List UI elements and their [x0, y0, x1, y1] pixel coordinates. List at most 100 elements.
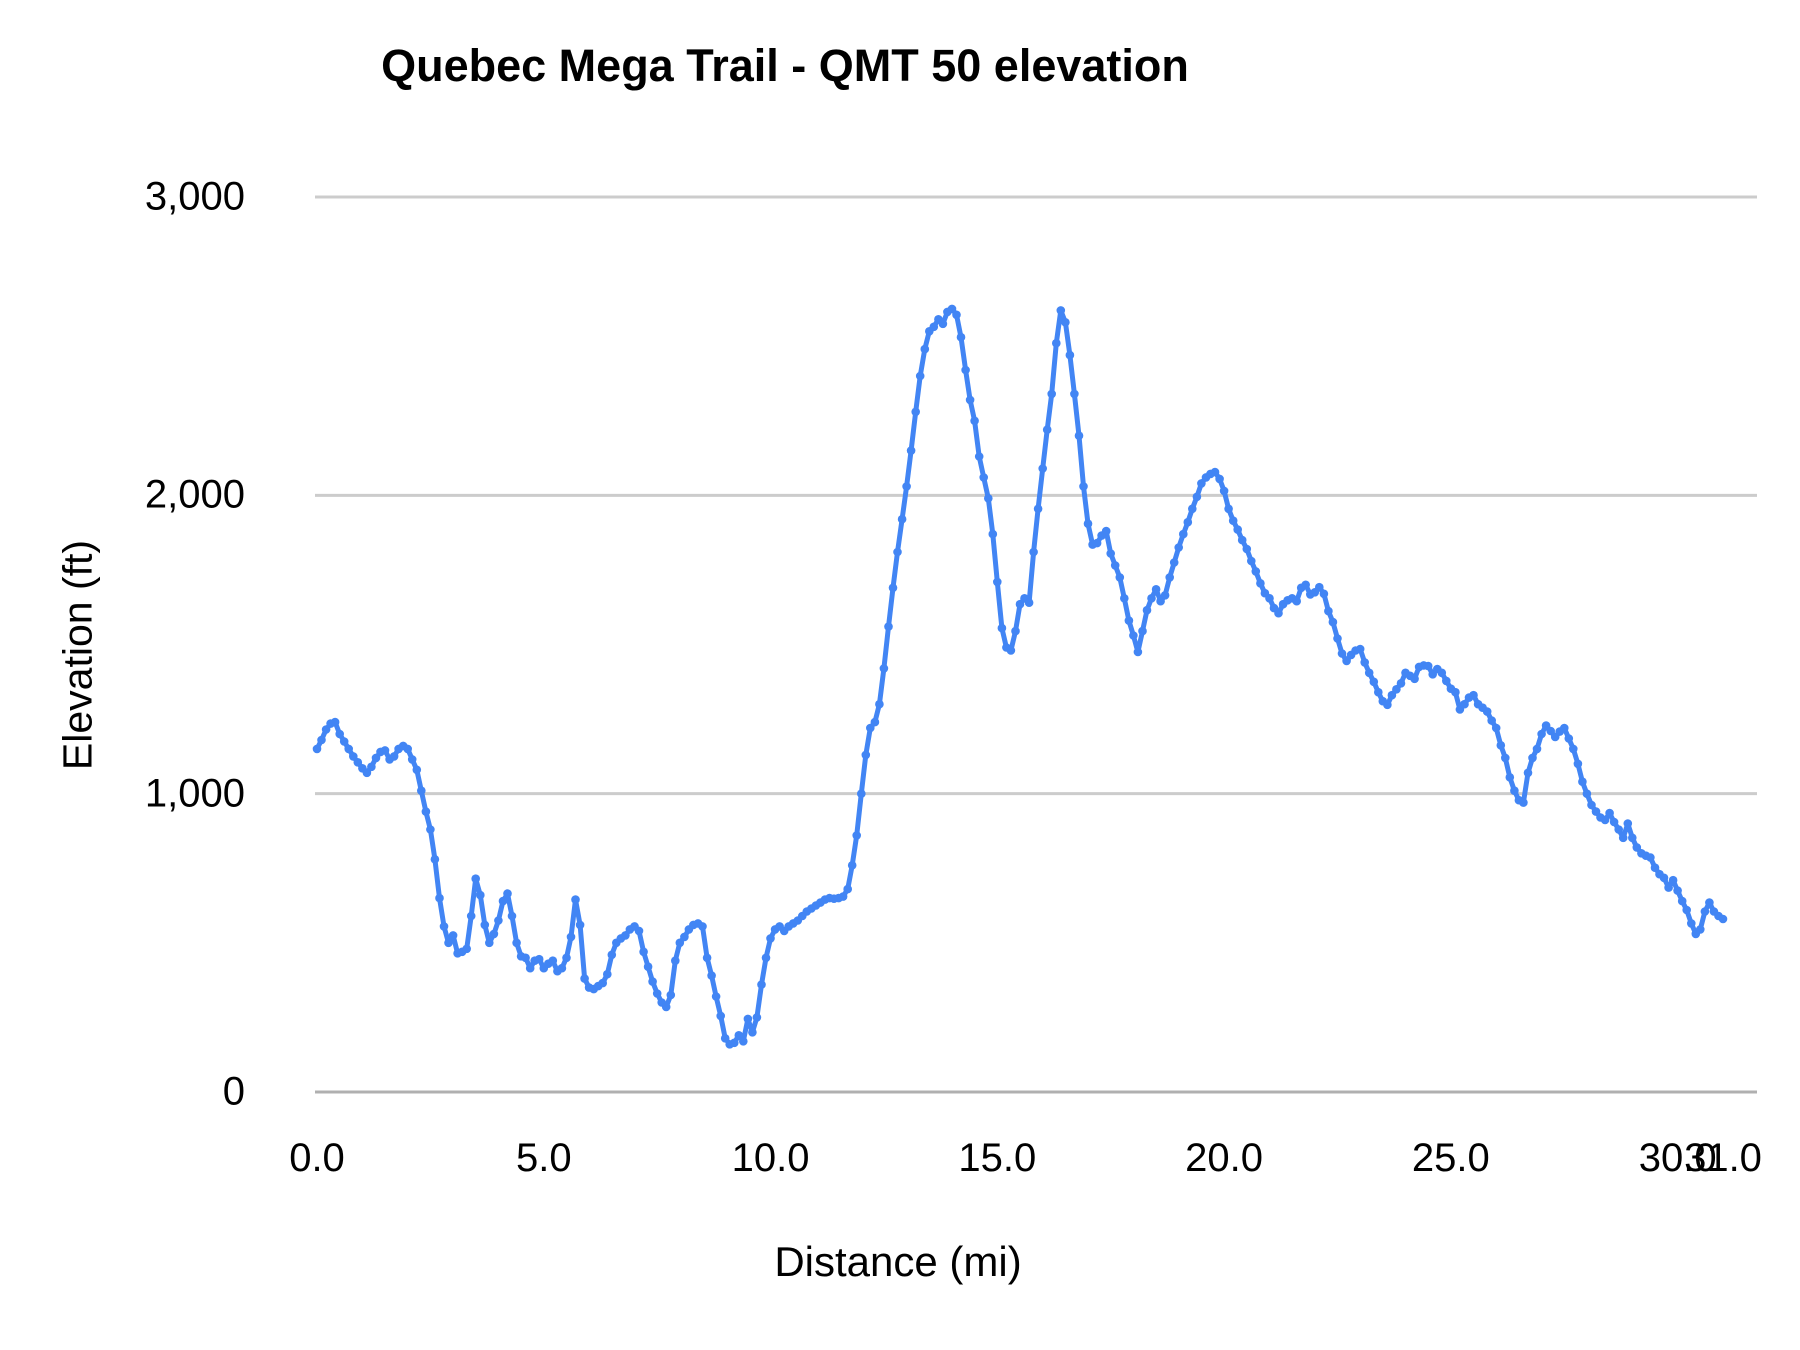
data-point-marker: [1079, 482, 1088, 491]
data-point-marker: [1006, 646, 1016, 655]
data-point-marker: [947, 304, 957, 314]
data-point-marker: [730, 1038, 739, 1048]
data-point-marker: [1011, 626, 1020, 636]
x-tick-label: 5.0: [515, 1136, 572, 1180]
data-point-marker: [1251, 567, 1261, 576]
data-point-marker: [743, 1014, 753, 1024]
data-point-marker: [734, 1031, 744, 1040]
data-point-marker: [652, 989, 662, 998]
data-point-marker: [1687, 919, 1696, 928]
data-point-marker: [1523, 768, 1533, 778]
data-point-marker: [1315, 582, 1324, 592]
data-point-marker: [603, 969, 612, 979]
data-point-marker: [648, 977, 657, 986]
data-point-marker: [1528, 753, 1537, 763]
data-point-marker: [580, 974, 589, 983]
x-axis-title: Distance (mi): [774, 1238, 1022, 1285]
data-point-marker: [1156, 596, 1165, 606]
data-point-marker: [1292, 596, 1301, 606]
data-point-marker: [1274, 608, 1283, 618]
data-point-marker: [879, 664, 889, 673]
data-point-marker: [643, 962, 653, 971]
data-point-marker: [349, 752, 358, 761]
data-point-marker: [1319, 589, 1329, 599]
y-axis-title: Elevation (ft): [54, 539, 101, 771]
data-point-marker: [1582, 789, 1592, 798]
y-tick-label: 3,000: [144, 174, 245, 219]
y-tick-label: 0: [222, 1069, 245, 1114]
data-point-marker: [671, 956, 680, 965]
data-point-marker: [353, 758, 363, 767]
data-point-marker: [1215, 474, 1224, 484]
data-point-marker: [1677, 896, 1687, 906]
data-point-marker: [421, 807, 431, 816]
data-point-marker: [911, 407, 920, 417]
data-point-marker: [1505, 773, 1515, 782]
data-point-marker: [906, 446, 916, 455]
data-point-marker: [485, 938, 494, 948]
data-point-marker: [1342, 656, 1351, 666]
data-point-marker: [1600, 815, 1610, 825]
data-point-marker: [1664, 883, 1673, 892]
data-point-marker: [1360, 658, 1369, 667]
data-point-marker: [1569, 744, 1578, 754]
data-point-marker: [1487, 716, 1496, 725]
x-tick-label: 15.0: [958, 1136, 1037, 1180]
data-point-marker: [562, 953, 571, 963]
data-point-marker: [476, 890, 485, 900]
data-point-marker: [1133, 647, 1143, 657]
data-point-marker: [1682, 905, 1691, 915]
data-point-marker: [843, 884, 852, 894]
data-point-marker: [1183, 517, 1193, 527]
data-point-marker: [1573, 759, 1583, 769]
data-point-marker: [534, 954, 544, 964]
data-point-marker: [1519, 798, 1528, 807]
data-point-marker: [1392, 685, 1401, 694]
data-point-marker: [1364, 668, 1374, 678]
data-point-marker: [952, 310, 961, 320]
data-point-marker: [598, 978, 607, 988]
data-point-marker: [965, 395, 975, 405]
data-point-marker: [1369, 677, 1379, 687]
data-point-marker: [675, 938, 685, 948]
data-point-marker: [1632, 843, 1642, 852]
data-point-marker: [1659, 873, 1669, 883]
data-point-marker: [412, 765, 422, 775]
data-point-marker: [1578, 777, 1587, 786]
data-point-marker: [1138, 626, 1147, 636]
data-point-marker: [702, 953, 712, 963]
data-point-marker: [1110, 561, 1120, 570]
data-point-marker: [707, 971, 716, 980]
data-point-marker: [1396, 679, 1406, 688]
data-point-marker: [317, 735, 326, 745]
x-tick-label: 0.0: [289, 1136, 345, 1180]
data-point-marker: [507, 911, 517, 921]
data-point-marker: [1197, 479, 1206, 488]
data-point-marker: [888, 583, 898, 593]
data-point-marker: [757, 980, 766, 989]
data-point-marker: [389, 752, 399, 761]
data-point-marker: [525, 963, 535, 973]
data-point-marker: [884, 622, 893, 631]
data-point-marker: [417, 786, 426, 795]
data-point-marker: [852, 831, 861, 840]
data-point-marker: [1147, 594, 1156, 603]
data-point-marker: [439, 922, 449, 931]
data-point-marker: [1469, 690, 1478, 700]
data-point-marker: [426, 825, 435, 834]
data-point-marker: [1061, 318, 1070, 327]
data-point-marker: [1614, 825, 1623, 834]
data-point-marker: [902, 482, 911, 491]
data-point-marker: [1151, 585, 1161, 594]
data-point-marker: [720, 1034, 730, 1043]
data-point-marker: [1410, 674, 1419, 684]
data-point-marker: [575, 920, 585, 930]
data-point-marker: [1188, 504, 1197, 514]
data-point-marker: [1482, 707, 1492, 716]
data-point-marker: [430, 855, 440, 864]
data-point-marker: [1623, 819, 1633, 828]
data-point-marker: [607, 950, 617, 960]
data-point-marker: [1106, 549, 1115, 558]
data-point-marker: [1142, 605, 1152, 615]
